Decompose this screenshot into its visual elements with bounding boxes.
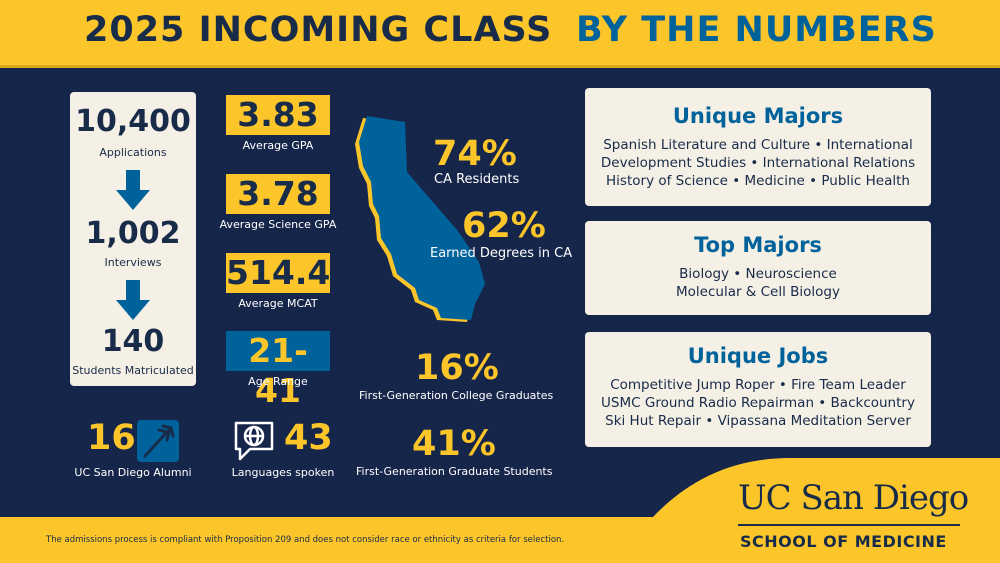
alumni-value: 16 — [87, 418, 136, 458]
ca-degrees-label: Earned Degrees in CA — [430, 246, 573, 261]
gpa-label: Average GPA — [242, 139, 314, 152]
title-part2: BY THE NUMBERS — [576, 10, 937, 50]
mcat-value: 514.4 — [226, 253, 331, 293]
ca-residents-value: 74% — [433, 134, 517, 174]
first-gen-college-label: First-Generation College Graduates — [359, 389, 554, 402]
unique-jobs-panel: Unique Jobs Competitive Jump Roper • Fir… — [585, 332, 931, 447]
unique-jobs-line: Competitive Jump Roper • Fire Team Leade… — [610, 377, 906, 393]
mcat-label: Average MCAT — [238, 297, 318, 310]
interviews-value: 1,002 — [85, 216, 181, 251]
first-gen-grad-value: 41% — [412, 424, 496, 464]
speech-globe-icon — [230, 419, 278, 463]
languages-value: 43 — [284, 418, 333, 458]
california-map — [355, 116, 485, 322]
funnel-panel: 10,400 Applications 1,002 Interviews 140… — [70, 92, 196, 386]
trident-icon — [137, 420, 179, 462]
science-gpa-label: Average Science GPA — [219, 218, 337, 231]
top-majors-line: Biology • Neuroscience — [679, 266, 837, 282]
header-banner: 2025 INCOMING CLASS BY THE NUMBERS — [0, 0, 1000, 68]
unique-jobs-title: Unique Jobs — [687, 344, 829, 368]
unique-majors-line: Spanish Literature and Culture • Interna… — [603, 137, 913, 153]
applications-value: 10,400 — [75, 104, 191, 139]
interviews-label: Interviews — [104, 256, 162, 269]
arrow-down-icon — [116, 280, 150, 320]
ca-degrees-value: 62% — [462, 206, 546, 246]
top-majors-line: Molecular & Cell Biology — [676, 284, 840, 300]
arrow-down-icon — [116, 170, 150, 210]
first-gen-grad-label: First-Generation Graduate Students — [356, 465, 553, 478]
languages-label: Languages spoken — [231, 466, 335, 479]
top-majors-title: Top Majors — [694, 233, 822, 257]
age-range-value: 21-41 — [226, 331, 330, 410]
unique-jobs-line: USMC Ground Radio Repairman • Backcountr… — [601, 395, 915, 411]
age-range-label: Age Range — [248, 375, 308, 388]
school-of-medicine-label: SCHOOL OF MEDICINE — [740, 532, 947, 551]
top-majors-panel: Top Majors Biology • Neuroscience Molecu… — [585, 221, 931, 315]
unique-majors-line: Development Studies • International Rela… — [600, 155, 916, 171]
first-gen-college-value: 16% — [415, 348, 499, 388]
logo-divider — [738, 524, 960, 526]
unique-majors-panel: Unique Majors Spanish Literature and Cul… — [585, 88, 931, 206]
matriculated-label: Students Matriculated — [72, 364, 194, 377]
applications-label: Applications — [99, 146, 167, 159]
unique-majors-line: History of Science • Medicine • Public H… — [606, 173, 910, 189]
alumni-label: UC San Diego Alumni — [74, 466, 192, 479]
footer-curve — [640, 458, 1000, 532]
title-part1: 2025 INCOMING CLASS — [84, 10, 553, 50]
science-gpa-value: 3.78 — [226, 174, 330, 214]
matriculated-value: 140 — [101, 324, 165, 359]
ca-residents-label: CA Residents — [434, 172, 520, 187]
gpa-value: 3.83 — [226, 95, 330, 135]
unique-jobs-line: Ski Hut Repair • Vipassana Meditation Se… — [605, 413, 911, 429]
unique-majors-title: Unique Majors — [672, 104, 844, 128]
ucsd-logo: UC San Diego — [738, 478, 969, 518]
disclaimer-text: The admissions process is compliant with… — [46, 535, 565, 545]
